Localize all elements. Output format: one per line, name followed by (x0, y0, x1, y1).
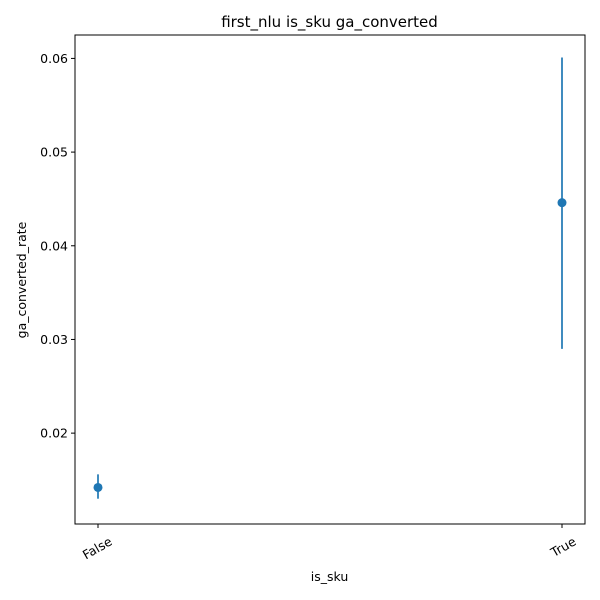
y-tick-label: 0.05 (40, 145, 68, 160)
x-tick-label: False (80, 533, 115, 562)
y-tick-label: 0.06 (40, 51, 68, 66)
y-tick-label: 0.03 (40, 332, 68, 347)
data-marks (93, 57, 567, 499)
chart-title: first_nlu is_sku ga_converted (221, 13, 438, 32)
x-tick-label: True (547, 533, 579, 560)
y-axis-label: ga_converted_rate (14, 221, 29, 338)
y-axis: 0.02 0.03 0.04 0.05 0.06 (40, 51, 75, 441)
x-axis: False True (80, 524, 579, 562)
data-point (557, 198, 567, 208)
y-tick-label: 0.02 (40, 426, 68, 441)
y-tick-label: 0.04 (40, 238, 68, 253)
data-point (93, 482, 103, 492)
plot-frame (74, 34, 586, 525)
x-axis-label: is_sku (311, 569, 349, 584)
